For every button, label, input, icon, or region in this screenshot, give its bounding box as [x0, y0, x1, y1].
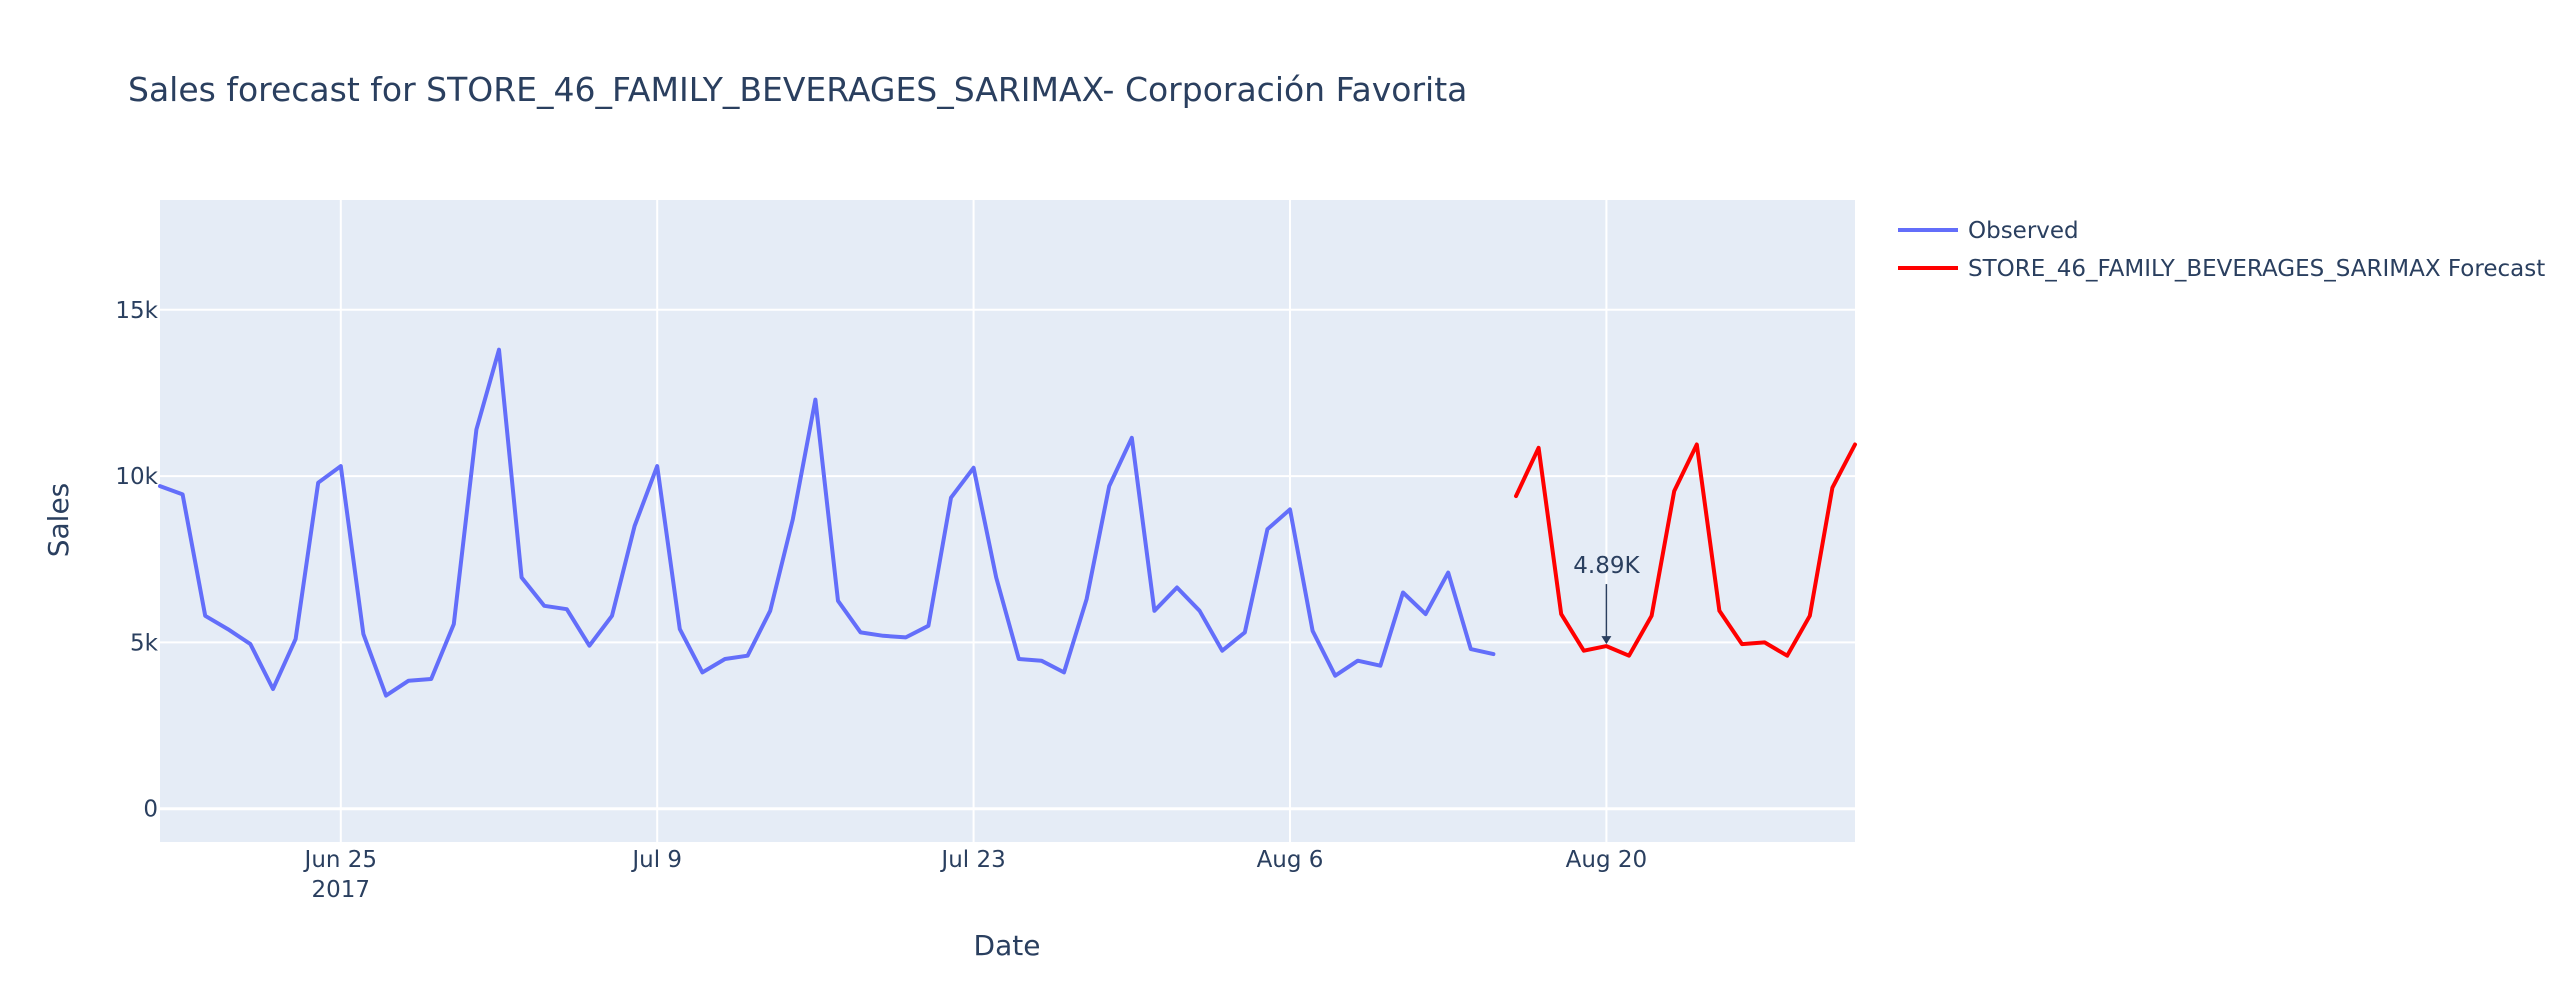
y-tick-label: 5k	[130, 630, 159, 656]
legend-label: STORE_46_FAMILY_BEVERAGES_SARIMAX Foreca…	[1968, 256, 2545, 282]
observed-series-line	[158, 347, 1496, 698]
x-axis-title: Date	[974, 929, 1041, 962]
x-tick-year-label: 2017	[312, 877, 371, 903]
y-tick-label: 10k	[115, 464, 158, 490]
chart-title: Sales forecast for STORE_46_FAMILY_BEVER…	[128, 70, 1467, 109]
series-layer	[158, 347, 1857, 698]
annotation-layer: 4.89K	[1573, 553, 1640, 645]
y-tick-label: 0	[143, 797, 158, 823]
x-tick-label: Aug 6	[1257, 847, 1324, 873]
x-tick-label: Aug 20	[1566, 847, 1648, 873]
y-axis-title: Sales	[42, 483, 75, 558]
x-tick-label: Jun 25	[303, 847, 378, 873]
plot-area	[160, 200, 1855, 842]
x-tick-label: Jul 9	[630, 847, 682, 873]
gridlines	[160, 200, 1855, 842]
legend-item[interactable]: Observed	[1898, 218, 2079, 244]
tick-labels: 0 5k 10k 15k Jun 25 2017 Jul 9 Jul 23 Aug 6 Aug 2…	[115, 298, 1647, 903]
legend-label: Observed	[1968, 218, 2079, 244]
x-tick-label: Jul 23	[939, 847, 1005, 873]
legend-item[interactable]: STORE_46_FAMILY_BEVERAGES_SARIMAX Foreca…	[1898, 256, 2545, 282]
forecast-series-line	[1514, 442, 1857, 658]
annotation-arrow-head	[1601, 636, 1612, 645]
y-tick-label: 15k	[115, 298, 158, 324]
annotation-label: 4.89K	[1573, 553, 1640, 579]
legend[interactable]: Observed STORE_46_FAMILY_BEVERAGES_SARIMA…	[1898, 218, 2545, 282]
